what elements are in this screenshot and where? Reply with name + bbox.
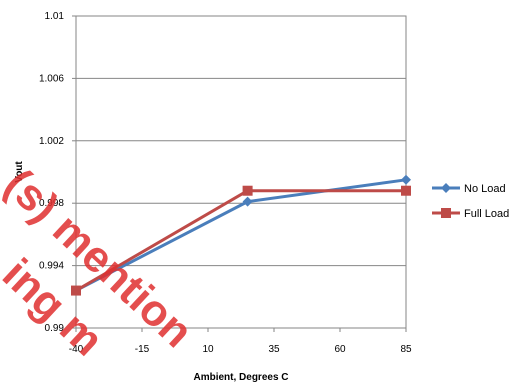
y-tick-label: 0.998 — [39, 198, 64, 209]
full-load-point — [401, 185, 411, 196]
x-axis-title: Ambient, Degrees C — [193, 372, 288, 383]
no-load-point — [401, 174, 411, 185]
x-tick-label: 85 — [400, 344, 412, 355]
x-tick-label: -40 — [69, 344, 84, 355]
full-load-point — [71, 285, 81, 296]
legend-item-no-load: No Load — [432, 183, 506, 195]
watermark: (s) mention ing m — [0, 159, 202, 365]
legend-full-load-point — [441, 208, 451, 218]
y-tick-label: 0.99 — [45, 323, 65, 334]
x-tick-label: 10 — [202, 344, 214, 355]
legend-label: Full Load — [464, 208, 509, 220]
y-tick-label: 0.994 — [39, 261, 64, 272]
y-axis: 0.99 0.994 0.998 1.002 1.006 1.01 — [39, 11, 76, 334]
no-load-point — [242, 196, 253, 207]
y-tick-label: 1.002 — [39, 136, 64, 147]
legend-item-full-load: Full Load — [432, 208, 509, 220]
y-axis-title: Vout — [14, 161, 25, 183]
legend-no-load-point — [441, 183, 451, 193]
series-group — [71, 174, 411, 296]
legend-label: No Load — [464, 183, 506, 195]
full-load-point — [242, 185, 253, 196]
x-tick-label: 60 — [334, 344, 346, 355]
y-tick-label: 1.006 — [39, 73, 64, 84]
x-axis: -40 -15 10 35 60 85 — [69, 328, 412, 355]
legend: No Load Full Load — [432, 183, 509, 220]
x-tick-label: -15 — [135, 344, 150, 355]
y-tick-label: 1.01 — [45, 11, 65, 22]
grid-lines — [76, 77, 406, 267]
series-full-load — [71, 185, 411, 296]
x-tick-label: 35 — [268, 344, 280, 355]
plot-area — [75, 15, 407, 329]
